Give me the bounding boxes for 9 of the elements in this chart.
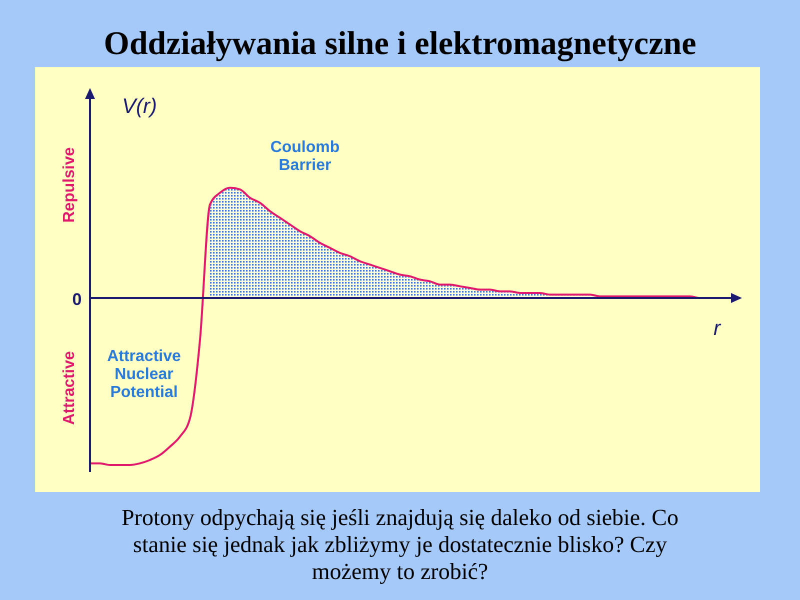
- x-axis-title: r: [714, 317, 722, 340]
- chart-title: Oddziaływania silne i elektromagnetyczne: [104, 26, 696, 62]
- text: Coulomb Barrier: [270, 139, 340, 174]
- text: Attractive: [61, 351, 78, 425]
- text: Protony odpychają się jeśli znajdują się daleko od siebie. Co stanie się jednak jak zbliżymy je dostatecznie blisko? Czy możemy to zrobić?: [122, 505, 678, 584]
- text: Repulsive: [61, 147, 78, 223]
- annotation: Attractive Nuclear Potential: [107, 348, 181, 401]
- y-axis-title: V(r): [122, 95, 157, 118]
- ref-line-label: 0: [72, 290, 82, 309]
